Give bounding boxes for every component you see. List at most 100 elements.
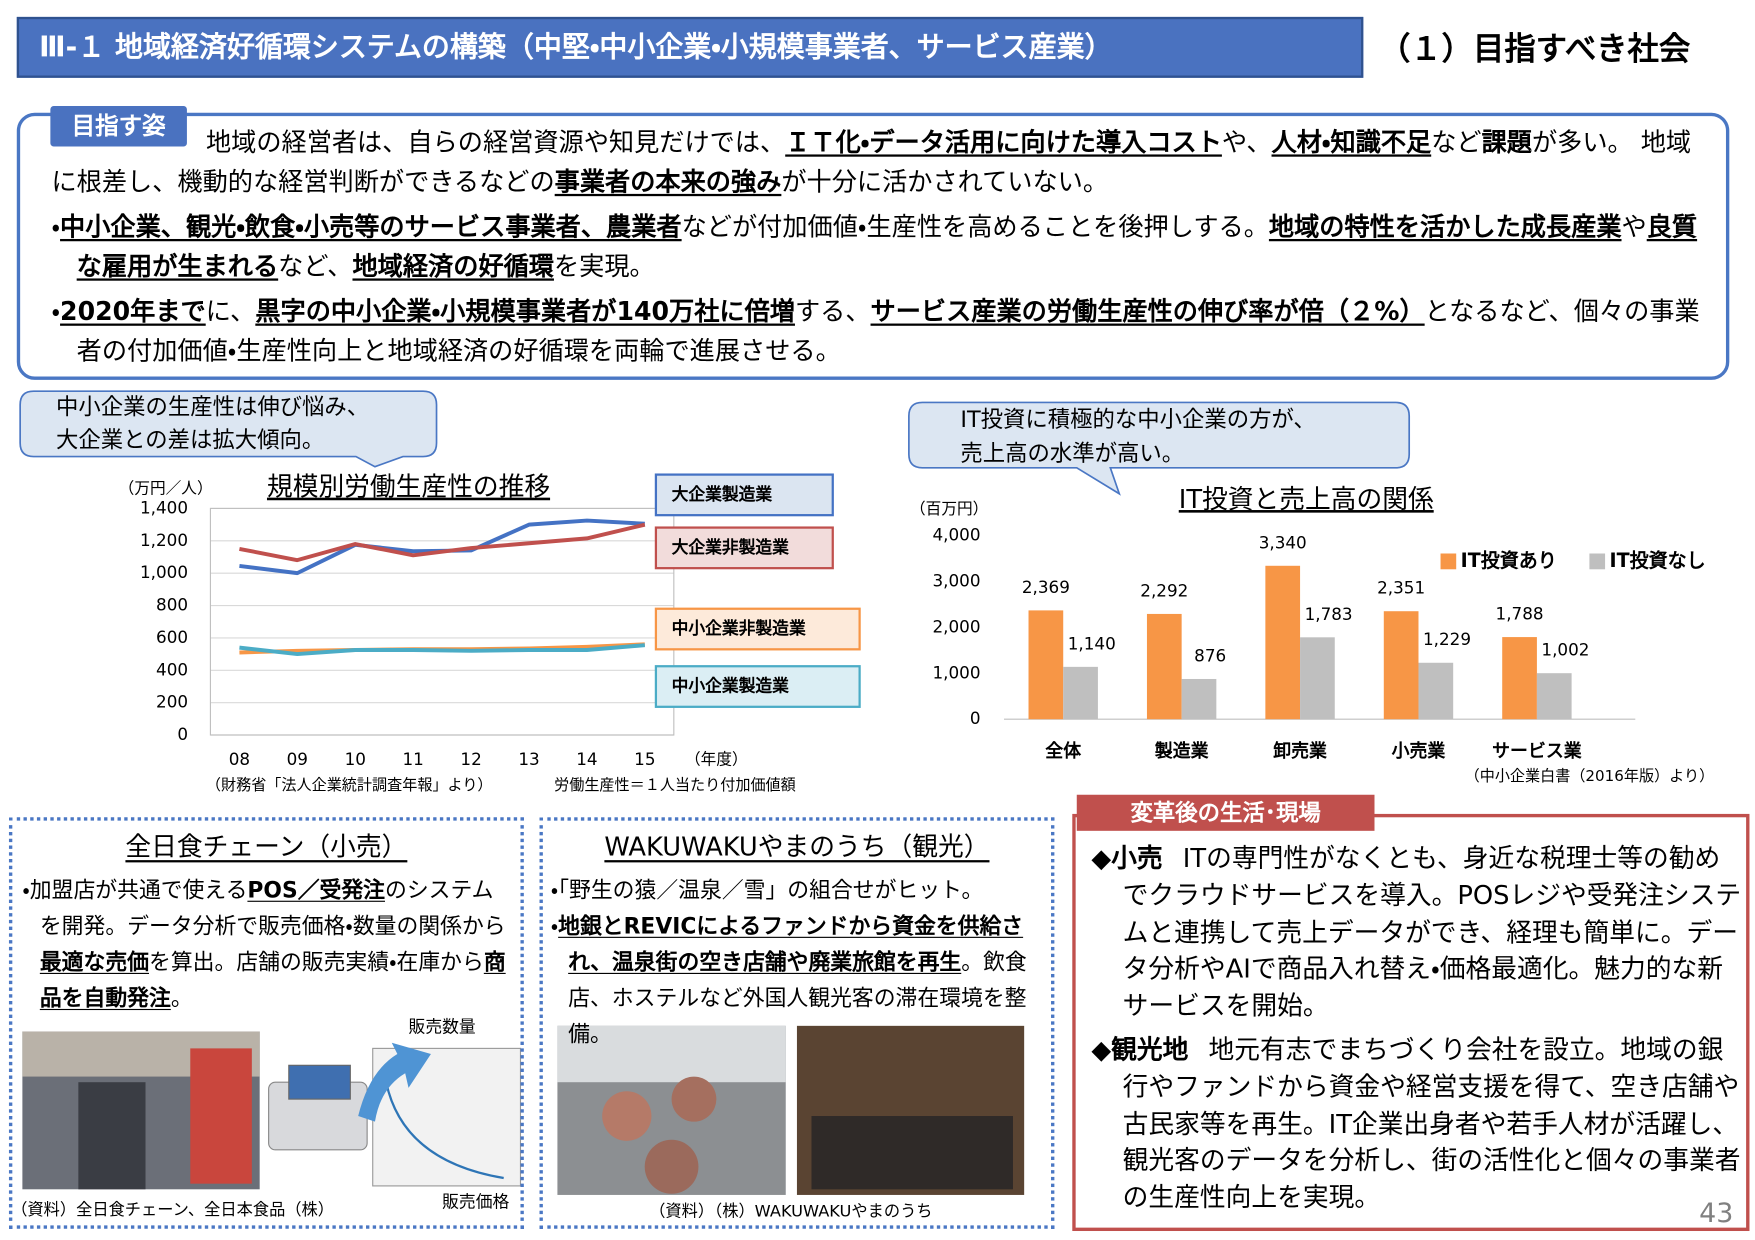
vision-text: 地域の経営者は、自らの経営資源や知見だけでは、ＩＴ化・データ活用に向けた導入コス…	[51, 124, 1702, 378]
text-run: ・	[51, 213, 61, 243]
photo-detail	[671, 1076, 717, 1122]
value-label: 2,369	[1022, 577, 1070, 597]
text-run: が十分に活かされていない。	[781, 167, 1109, 198]
y-axis-unit: （百万円）	[910, 499, 988, 518]
panel-text: ・加盟店が共通で使えるPOS／受発注のシステムを開発。データ分析で販売価格・数量…	[22, 873, 514, 1017]
plot-frame	[209, 507, 675, 736]
callout-shape	[908, 401, 1411, 496]
y-axis-unit: （万円／人）	[119, 479, 213, 498]
text-run: ・「野生の猿／温泉／雪」の組合せがヒット。	[550, 877, 984, 903]
text-run: が多い。 地域に根差し、機動的な経営判断ができるなどの	[51, 128, 1692, 198]
photo-detail	[602, 1091, 652, 1141]
x-tick-label: 08	[229, 749, 250, 769]
bar	[1181, 678, 1217, 720]
callout-text: 中小企業の生産性は伸び悩み、	[56, 395, 369, 421]
callout-text: 売上高の水準が高い。	[960, 441, 1184, 467]
legend-box	[654, 526, 834, 570]
emphasis: サービス産業の労働生産性の伸び率が倍（２%）	[870, 297, 1425, 327]
y-tick-label: 0	[177, 724, 188, 744]
value-label: 1,002	[1541, 640, 1589, 660]
legend-label: 中小企業非製造業	[672, 618, 806, 638]
bar	[1418, 662, 1454, 720]
bar	[1063, 666, 1098, 720]
chart-source: （中小企業白書（2016年版）より）	[1465, 767, 1715, 785]
paragraph: ・地銀とREVICによるファンドから資金を供給され、温泉街の空き店舗や廃業旅館を…	[551, 909, 1043, 1053]
header-title: Ⅲ-１ 地域経済好循環システムの構築（中堅・中小企業・小規模事業者、サービス産業…	[16, 16, 1364, 78]
item-text: ITの専門性がなくとも、身近な税理士等の勧めでクラウドサービスを導入。POSレジ…	[1122, 844, 1742, 1022]
x-tick-label: 全体	[1045, 740, 1082, 762]
text-run: などが付加価値・生産性を高めることを後押しする。	[681, 213, 1269, 243]
series-line	[239, 518, 645, 576]
figure-label: 販売価格	[442, 1191, 510, 1212]
panel-text: ・「野生の猿／温泉／雪」の組合せがヒット。・地銀とREVICによるファンドから資…	[551, 873, 1043, 1053]
callout-text: IT投資に積極的な中小企業の方が、	[960, 407, 1315, 433]
y-tick-label: 200	[156, 692, 188, 712]
x-axis-unit: （年度）	[685, 749, 748, 768]
text-run: や	[1621, 213, 1647, 243]
value-label: 876	[1194, 645, 1226, 665]
text-run: や、	[1221, 128, 1272, 158]
value-label: 1,229	[1423, 629, 1471, 649]
y-tick-label: 600	[156, 627, 188, 647]
emphasis: 最適な売価	[39, 949, 149, 976]
x-tick-label: 製造業	[1154, 740, 1209, 762]
value-label: 1,788	[1496, 603, 1544, 623]
bar	[1536, 673, 1572, 720]
value-label: 1,140	[1068, 633, 1116, 653]
text-run: ・	[550, 913, 559, 940]
bar	[1146, 613, 1182, 720]
legend-box	[654, 473, 834, 517]
legend-swatch	[1440, 553, 1457, 570]
vision-label: 目指す姿	[50, 105, 187, 147]
page-number: 43	[1699, 1197, 1734, 1229]
photo-detail	[811, 1116, 1013, 1190]
paragraph: ・中小企業、観光・飲食・小売等のサービス事業者、農業者などが付加価値・生産性を高…	[51, 209, 1702, 288]
emphasis: 商品を自動発注	[39, 949, 506, 1012]
text-run: 。飲食店、ホステルなど外国人観光客の滞在環境を整備。	[568, 949, 1027, 1048]
x-tick-label: 小売業	[1392, 740, 1446, 762]
y-tick-label: 3,000	[932, 570, 980, 590]
photo-detail	[78, 1082, 146, 1190]
bar	[1028, 610, 1064, 720]
value-label: 3,340	[1259, 532, 1307, 552]
item-head: ◆観光地	[1091, 1035, 1189, 1066]
text-run: ・加盟店が共通で使える	[22, 877, 248, 903]
chart-source: （財務省「法人企業統計調査年報」より）	[206, 776, 493, 794]
item-head: ◆小売	[1091, 844, 1163, 874]
legend-swatch	[1589, 553, 1606, 570]
item: ◆観光地 地元有志でまちづくり会社を設立。地域の銀行やファンドから資金や経営支援を…	[1091, 1033, 1742, 1218]
panel-title: 全日食チェーン（小売）	[125, 833, 408, 863]
x-tick-label: 09	[287, 749, 308, 769]
emphasis: 良質な雇用が生まれる	[76, 213, 1698, 282]
text-run: となるなど、個々の事業者の付加価値・生産性向上と地域経済の好循環を両輪で進展させ…	[76, 297, 1700, 367]
y-tick-label: 1,200	[140, 530, 188, 550]
emphasis: 中小企業、観光・飲食・小売等のサービス事業者、農業者	[60, 213, 682, 243]
text-run: など	[1431, 128, 1482, 158]
bar	[1383, 611, 1419, 720]
text-run: など、	[278, 252, 353, 282]
emphasis: 人材・知識不足	[1271, 128, 1432, 158]
value-label: 1,783	[1305, 604, 1353, 624]
bar	[1265, 565, 1301, 720]
item-text: 地元有志でまちづくり会社を設立。地域の銀行やファンドから資金や経営支援を得て、空…	[1122, 1035, 1741, 1214]
emphasis: 黒字の中小企業・小規模事業者が140万社に倍増	[255, 297, 795, 327]
y-tick-label: 4,000	[932, 524, 980, 544]
x-tick-label: 11	[402, 749, 423, 769]
chart-note: 労働生産性＝１人当たり付加価値額	[554, 776, 796, 794]
emphasis: 2020年まで	[60, 297, 206, 327]
legend-label: 大企業非製造業	[672, 537, 790, 557]
chart-title: 規模別労働生産性の推移	[267, 473, 550, 503]
x-tick-label: 卸売業	[1273, 740, 1327, 762]
header-subtitle: （１）目指すべき社会	[1378, 30, 1691, 68]
pos-screen	[288, 1064, 351, 1100]
y-tick-label: 1,000	[932, 662, 980, 682]
y-tick-label: 1,000	[140, 562, 188, 582]
case-panel	[8, 817, 524, 1229]
paragraph: ・「野生の猿／温泉／雪」の組合せがヒット。	[551, 873, 1043, 909]
series-line	[239, 643, 645, 657]
value-label: 2,351	[1377, 578, 1425, 598]
y-tick-label: 1,400	[140, 497, 188, 517]
text-run: を算出。店舗の販売実績・在庫から	[148, 949, 484, 976]
